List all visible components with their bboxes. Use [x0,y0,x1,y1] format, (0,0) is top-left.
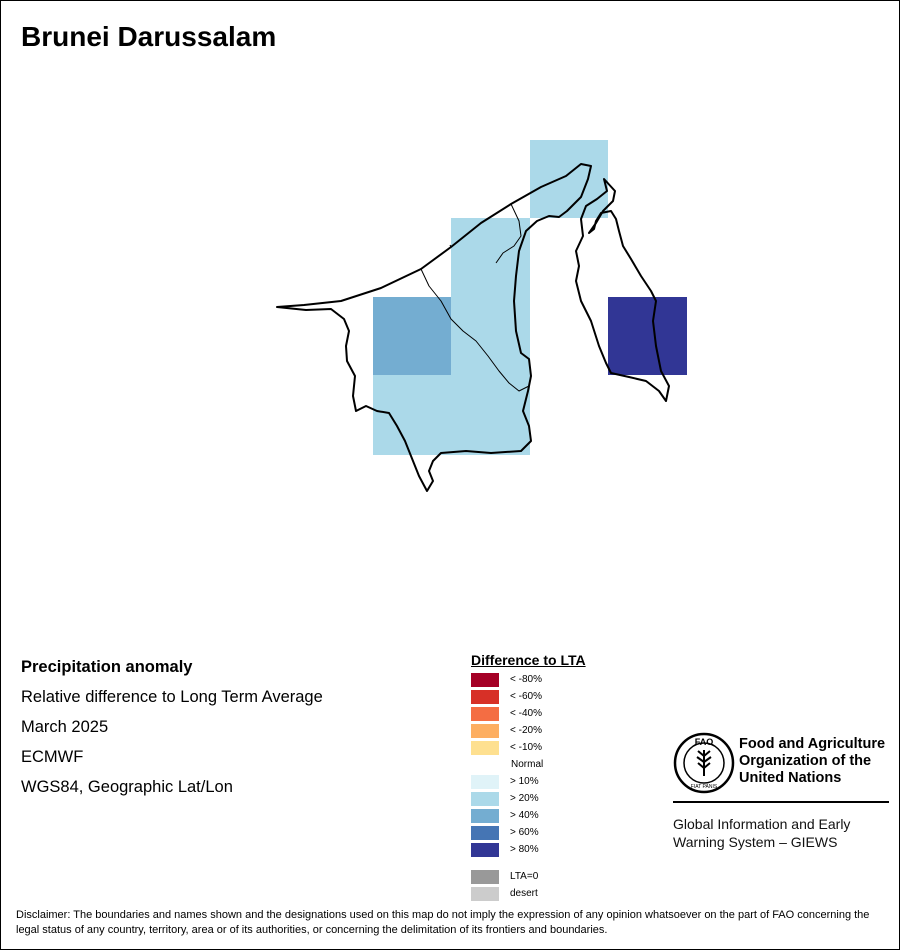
legend-item: < -60% [471,689,586,706]
legend-item: > 40% [471,808,586,825]
legend-item: < -80% [471,672,586,689]
grid-cell [530,140,608,218]
legend-label: < -40% [510,708,542,719]
grid-cell [451,218,530,297]
legend-item: > 20% [471,791,586,808]
legend-item: Normal [471,757,586,774]
legend-spacer [471,859,586,869]
giews-name: Global Information and Early Warning Sys… [673,815,850,851]
legend: Difference to LTA < -80% < -60% < -40% < -2… [471,652,586,903]
legend-swatch [471,792,499,806]
fao-logo-letters: FAO [695,737,714,747]
legend-label: < -10% [510,742,542,753]
legend-label: desert [510,888,538,899]
map-title: Brunei Darussalam [21,21,277,52]
legend-label: > 60% [510,827,539,838]
legend-label: < -20% [510,725,542,736]
grid-cell [373,454,451,455]
grid-cell [373,297,451,375]
legend-swatch [471,741,499,755]
legend-label: > 80% [510,844,539,855]
legend-swatch [471,843,499,857]
legend-label: LTA=0 [510,871,539,882]
legend-label: > 40% [510,810,539,821]
fao-logo-icon: FAO FIAT PANIS [673,732,735,794]
legend-swatch [471,887,499,901]
giews-line: Global Information and Early [673,816,851,832]
info-projection: WGS84, Geographic Lat/Lon [21,778,233,796]
brunei-west-outline [276,163,592,492]
legend-item: LTA=0 [471,869,586,886]
info-period: March 2025 [21,718,109,736]
legend-title: Difference to LTA [471,652,586,668]
map-area [276,140,687,492]
legend-label: < -80% [510,674,542,685]
legend-item: > 80% [471,842,586,859]
giews-line: Warning System – GIEWS [673,834,838,850]
legend-swatch [471,690,499,704]
info-model: ECMWF [21,748,84,766]
legend-rows: < -80% < -60% < -40% < -20% < -10% Normal > 10… [471,672,586,903]
legend-swatch [471,724,499,738]
map-info: Precipitation anomaly Relative differenc… [21,657,323,807]
info-heading: Precipitation anomaly [21,658,193,676]
legend-item: desert [471,886,586,903]
grid-cell [451,454,530,455]
district-boundary [449,203,522,264]
disclaimer: Disclaimer: The boundaries and names sho… [16,909,870,936]
grid-cell [451,375,530,454]
legend-item: < -40% [471,706,586,723]
fao-name-line: Organization of the [739,753,872,769]
grid-cell [608,297,687,375]
grid-cell [373,375,451,454]
legend-swatch [471,826,499,840]
legend-label: < -60% [510,691,542,702]
fao-logo-motto: FIAT PANIS [691,784,718,790]
fao-name-line: Food and Agriculture [739,736,886,752]
legend-label: > 20% [510,793,539,804]
legend-swatch [471,809,499,823]
legend-item: > 60% [471,825,586,842]
country-boundary [276,163,670,492]
legend-swatch [471,707,499,721]
legend-item: < -10% [471,740,586,757]
legend-swatch [471,775,499,789]
legend-item: < -20% [471,723,586,740]
divider [673,801,889,803]
legend-label: > 10% [510,776,539,787]
fao-name: Food and Agriculture Organization of the… [739,736,885,787]
anomaly-grid [373,140,687,455]
legend-swatch [471,673,499,687]
fao-name-line: United Nations [739,770,842,786]
legend-swatch [471,870,499,884]
info-subtitle: Relative difference to Long Term Average [21,688,323,706]
brunei-east-outline [575,178,670,402]
legend-item: > 10% [471,774,586,791]
district-boundary [420,268,530,392]
legend-label: Normal [511,759,544,770]
